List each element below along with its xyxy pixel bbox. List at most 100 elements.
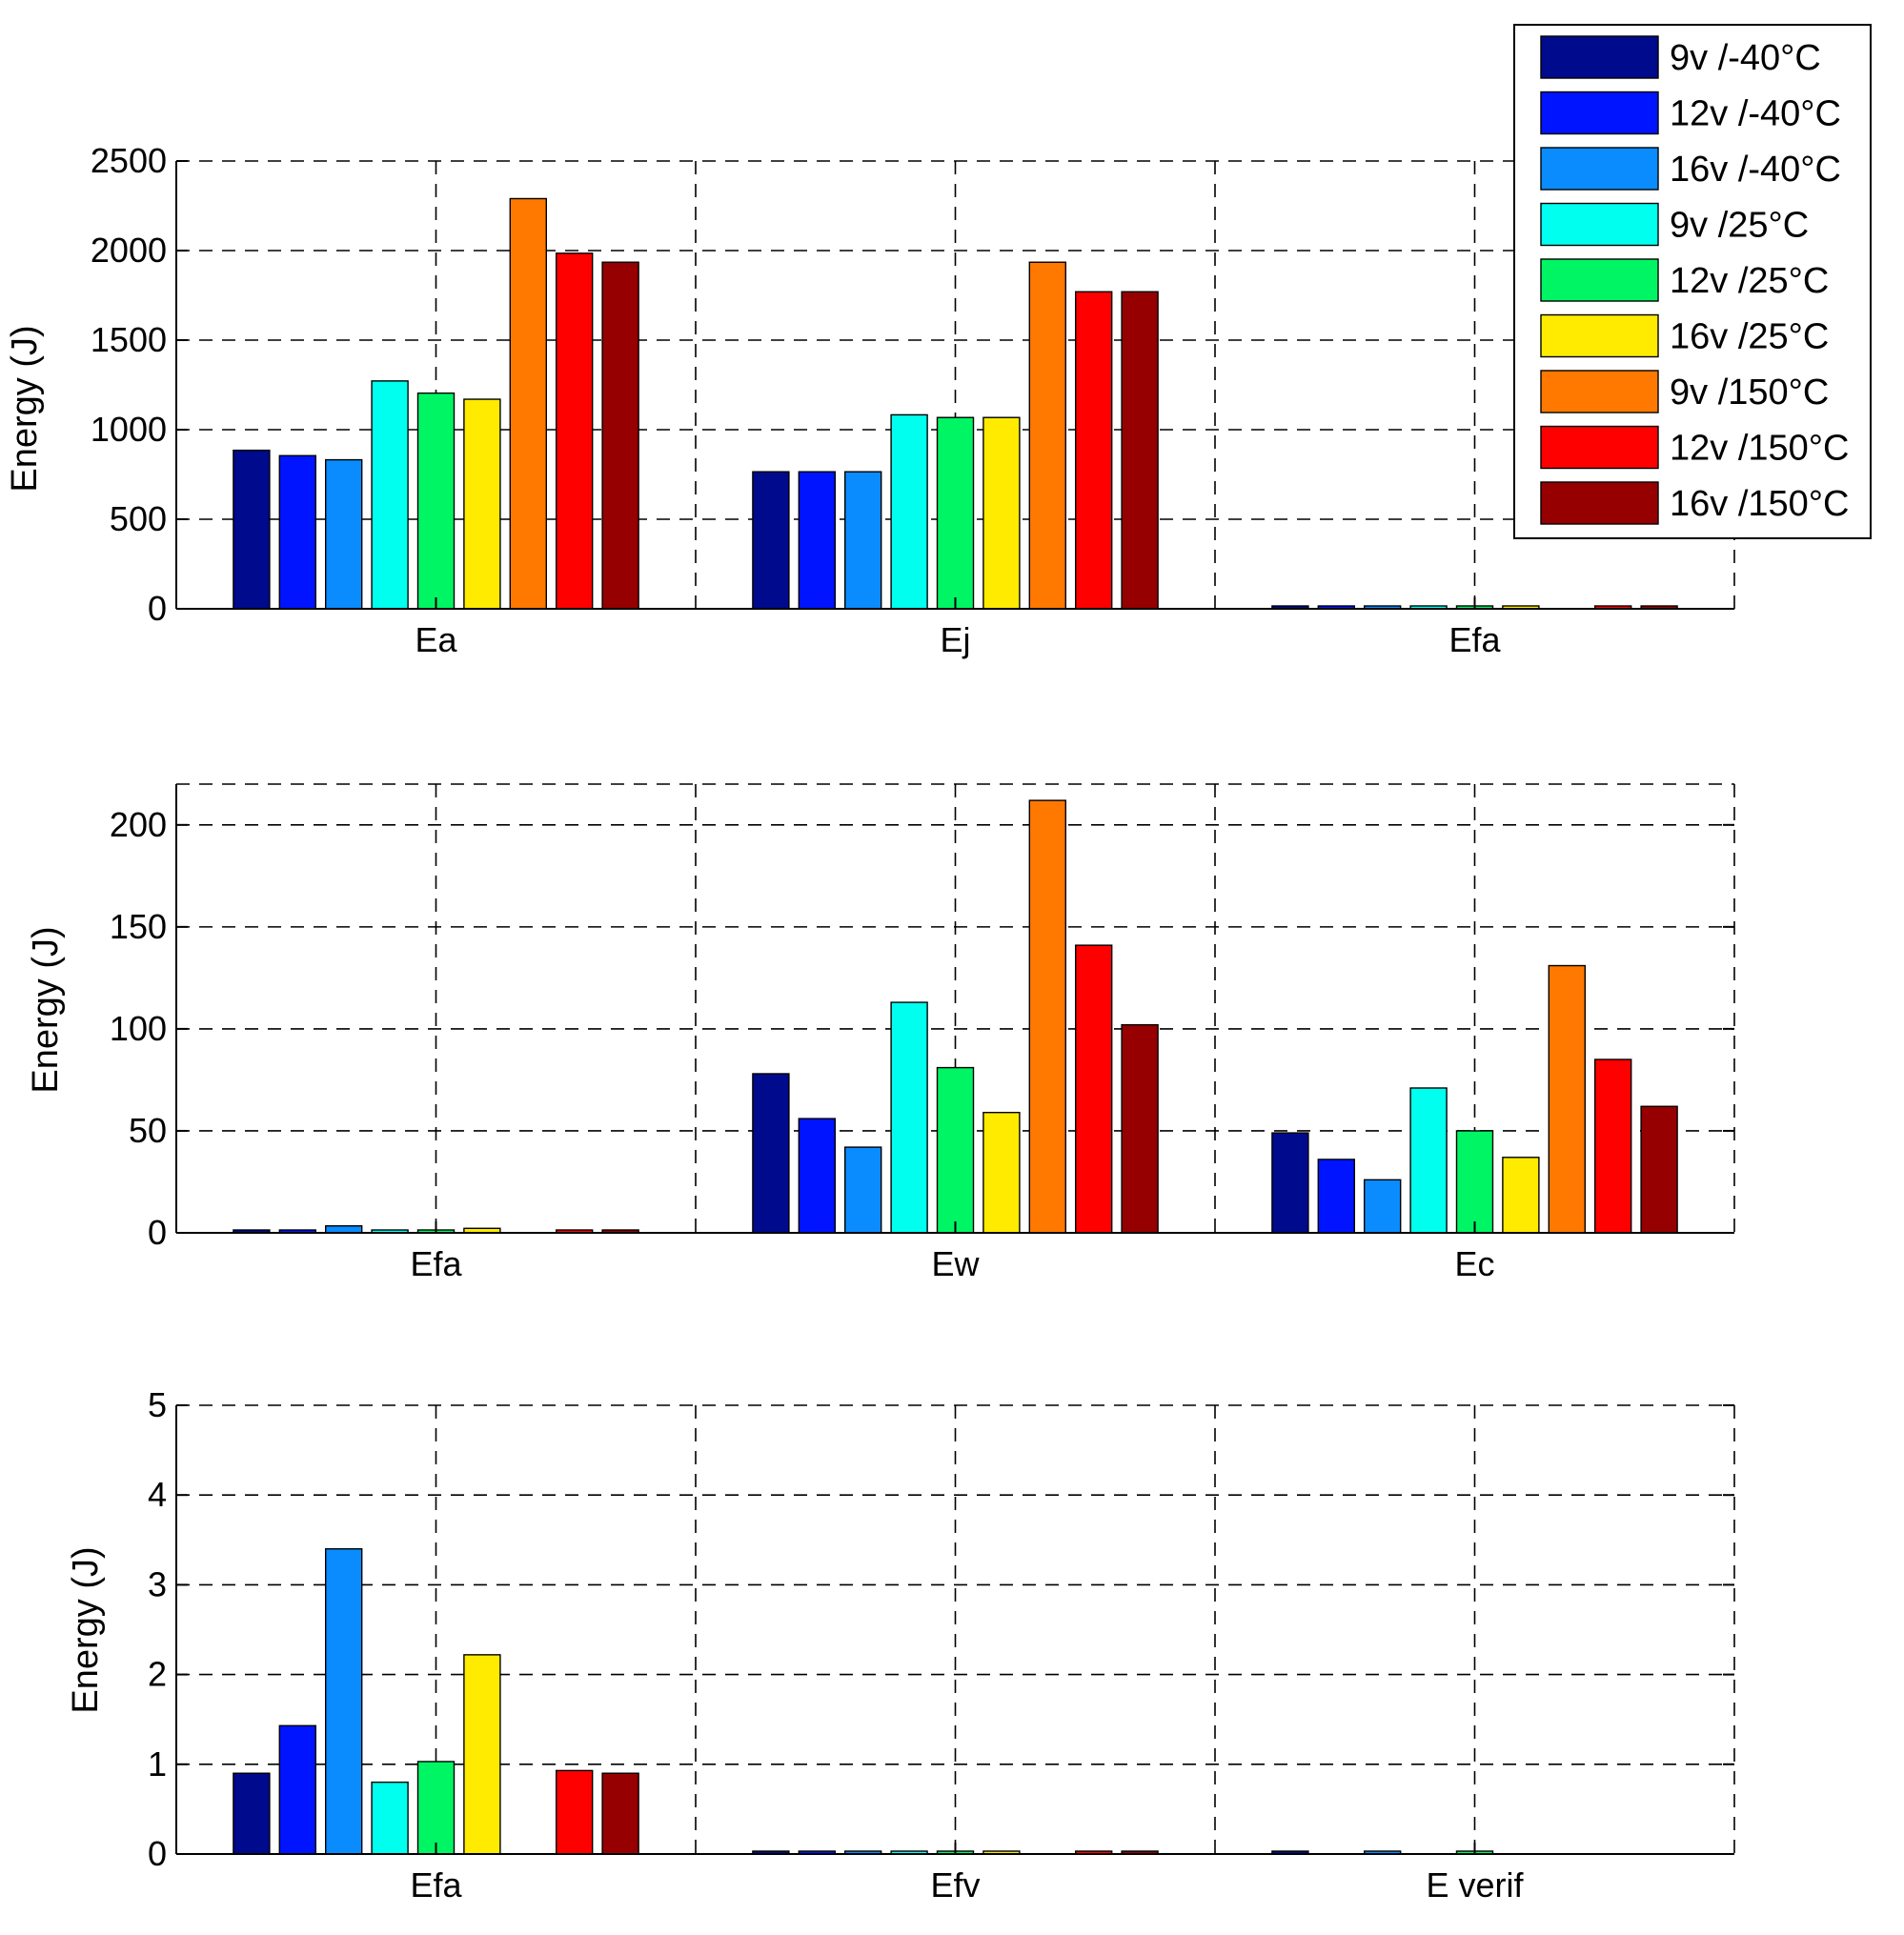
legend-label: 16v /-40°C xyxy=(1670,150,1841,190)
chart-panel-3: 0 1 2 3 4 5 Efa Efv E verif Energy (J) xyxy=(66,1385,1735,1905)
bar-ej-1 xyxy=(752,471,790,610)
bar-ea-7 xyxy=(509,197,547,610)
y-tick-label: 2 xyxy=(148,1655,167,1694)
bar-ew-3 xyxy=(844,1146,882,1234)
bar-efa-2 xyxy=(278,1724,316,1855)
bar-ec-9 xyxy=(1640,1105,1678,1234)
bar-ej-5 xyxy=(936,416,975,610)
bar-ew-1 xyxy=(752,1073,790,1234)
bar-ej-6 xyxy=(982,416,1021,610)
legend-swatch xyxy=(1540,35,1659,79)
legend-label: 9v /25°C xyxy=(1670,206,1809,246)
y-tick-label: 100 xyxy=(110,1009,167,1048)
legend-item: 9v /150°C xyxy=(1540,370,1829,413)
bar-ea-8 xyxy=(556,252,594,610)
legend-item: 12v /25°C xyxy=(1540,258,1829,302)
legend-label: 9v /150°C xyxy=(1670,373,1829,413)
y-tick-label: 50 xyxy=(129,1111,167,1150)
bar-ec-6 xyxy=(1502,1157,1540,1234)
legend-item: 16v /150°C xyxy=(1540,481,1849,525)
legend-item: 12v /-40°C xyxy=(1540,91,1841,135)
bar-ej-4 xyxy=(890,413,928,610)
bar-ec-2 xyxy=(1317,1159,1356,1234)
bar-ea-4 xyxy=(371,380,409,610)
legend-swatch xyxy=(1540,202,1659,247)
y-tick-label: 0 xyxy=(148,1213,167,1252)
bar-ec-4 xyxy=(1409,1087,1448,1234)
y-axis-label: Energy (J) xyxy=(5,325,45,492)
x-tick-label: Efv xyxy=(930,1865,980,1905)
bar-ej-8 xyxy=(1074,291,1113,610)
legend-swatch xyxy=(1540,313,1659,358)
legend-swatch xyxy=(1540,91,1659,135)
bar-ew-9 xyxy=(1121,1023,1159,1234)
legend: 9v /-40°C 12v /-40°C 16v /-40°C 9v /25°C 12v… xyxy=(1513,24,1872,539)
legend-item: 16v /-40°C xyxy=(1540,147,1841,191)
x-tick-label: Ea xyxy=(415,620,457,659)
plot-area xyxy=(176,1405,1734,1854)
bar-ea-6 xyxy=(463,398,501,610)
legend-swatch xyxy=(1540,481,1659,525)
bar-ej-2 xyxy=(798,471,836,610)
legend-label: 16v /150°C xyxy=(1670,484,1849,524)
legend-item: 16v /25°C xyxy=(1540,313,1829,358)
legend-item: 9v /-40°C xyxy=(1540,35,1821,79)
bar-ej-7 xyxy=(1028,261,1067,610)
bar-ec-3 xyxy=(1363,1179,1402,1234)
bar-efa-3 xyxy=(325,1548,363,1855)
y-axis-label: Energy (J) xyxy=(66,1546,106,1713)
y-tick-label: 4 xyxy=(148,1475,167,1514)
chart-panel-2: 0 50 100 150 200 Efa Ew Ec Energy (J) xyxy=(26,783,1735,1283)
bar-ew-7 xyxy=(1028,799,1067,1234)
legend-item: 12v /150°C xyxy=(1540,425,1849,470)
legend-label: 12v /150°C xyxy=(1670,429,1849,469)
y-tick-label: 2500 xyxy=(91,141,167,180)
legend-label: 12v /-40°C xyxy=(1670,94,1841,134)
legend-label: 9v /-40°C xyxy=(1670,38,1821,78)
y-tick-label: 0 xyxy=(148,589,167,628)
bar-efa-1 xyxy=(233,1772,271,1855)
legend-swatch xyxy=(1540,258,1659,302)
bar-ew-4 xyxy=(890,1001,928,1234)
x-tick-label: Ec xyxy=(1454,1244,1494,1283)
bar-ew-5 xyxy=(936,1066,975,1234)
x-tick-label: E verif xyxy=(1426,1865,1524,1905)
x-tick-label: Ew xyxy=(931,1244,980,1283)
y-tick-label: 200 xyxy=(110,805,167,844)
bar-efa-4 xyxy=(371,1781,409,1855)
legend-swatch xyxy=(1540,425,1659,470)
bar-ew-2 xyxy=(798,1118,836,1234)
bar-efa-9 xyxy=(601,1772,639,1855)
bar-ea-9 xyxy=(601,261,639,610)
y-tick-label: 1 xyxy=(148,1744,167,1784)
y-tick-label: 2000 xyxy=(91,231,167,270)
bar-ej-9 xyxy=(1121,291,1159,610)
bar-ew-8 xyxy=(1074,944,1113,1234)
bar-ew-6 xyxy=(982,1111,1021,1234)
bar-ec-1 xyxy=(1271,1132,1309,1234)
y-tick-label: 1500 xyxy=(91,320,167,359)
y-axis-label: Energy (J) xyxy=(26,926,66,1093)
bar-ea-3 xyxy=(325,458,363,610)
legend-swatch xyxy=(1540,147,1659,191)
bar-efa-8 xyxy=(556,1769,594,1855)
bar-ea-2 xyxy=(278,454,316,610)
bar-ec-8 xyxy=(1593,1058,1632,1234)
bar-efa-6 xyxy=(463,1654,501,1855)
legend-swatch xyxy=(1540,370,1659,413)
bar-efa-3 xyxy=(325,1225,363,1234)
legend-label: 12v /25°C xyxy=(1670,261,1829,301)
legend-label: 16v /25°C xyxy=(1670,317,1829,357)
y-tick-label: 150 xyxy=(110,907,167,946)
x-tick-label: Efa xyxy=(410,1865,462,1905)
bar-ec-7 xyxy=(1548,964,1587,1234)
bar-ea-1 xyxy=(233,449,271,610)
y-tick-label: 5 xyxy=(148,1385,167,1424)
y-tick-label: 3 xyxy=(148,1564,167,1603)
y-tick-label: 1000 xyxy=(91,410,167,449)
y-tick-label: 0 xyxy=(148,1834,167,1873)
bar-efa-5 xyxy=(416,1761,456,1855)
bar-ea-5 xyxy=(416,392,456,610)
